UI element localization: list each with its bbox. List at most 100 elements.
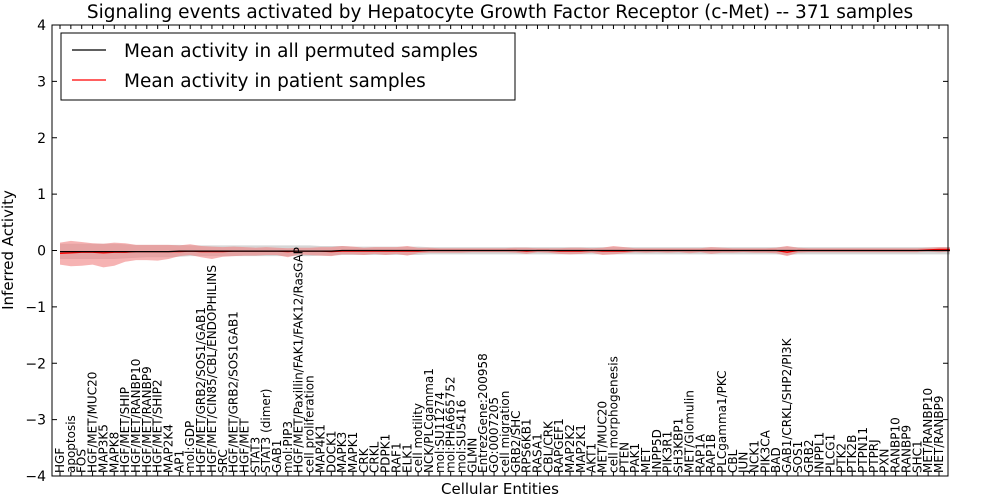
x-tick-label: MET/Glomulin bbox=[682, 390, 696, 473]
x-tick-label: GLMN bbox=[465, 438, 479, 473]
x-tick-label: GRB2 bbox=[802, 439, 816, 473]
x-tick-label: HGF/MET bbox=[238, 418, 252, 473]
x-tick-label: cell morphogenesis bbox=[606, 356, 620, 473]
legend-label-permuted: Mean activity in all permuted samples bbox=[124, 41, 478, 62]
x-tick-label: HGF/MET/SHIP2 bbox=[151, 379, 165, 473]
x-tick-label: SOS1 bbox=[791, 441, 805, 473]
y-tick-label: 4 bbox=[37, 18, 46, 34]
x-tick-label: JUN bbox=[737, 452, 751, 474]
x-tick-label: STAT3 bbox=[248, 437, 262, 473]
x-tick-label: MET/RANBP9 bbox=[932, 396, 946, 473]
x-tick-label: RASA1 bbox=[531, 433, 545, 473]
x-tick-label: SHC1 bbox=[910, 440, 924, 473]
x-tick-label: RAF1 bbox=[389, 442, 403, 473]
x-tick-labels: HGFapoptosisFOSHGF/MET/MUC20MAP3K5MAPK8H… bbox=[53, 25, 946, 476]
x-tick-label: cell proliferation bbox=[303, 375, 317, 473]
x-tick-label: PAK1 bbox=[628, 443, 642, 473]
x-tick-label: FOS bbox=[75, 449, 89, 473]
x-axis-label: Cellular Entities bbox=[441, 480, 559, 498]
x-tick-label: SRC bbox=[216, 449, 230, 473]
x-tick-label: RANBP10 bbox=[889, 417, 903, 473]
x-tick-label: PTEN bbox=[617, 442, 631, 473]
y-tick-label: −4 bbox=[25, 469, 46, 485]
y-axis: −4 −3 −2 −1 0 1 2 3 4 bbox=[25, 18, 948, 485]
x-tick-label: mol:GDP bbox=[183, 421, 197, 473]
plot-area bbox=[59, 240, 950, 268]
x-tick-label: ELK1 bbox=[400, 443, 414, 473]
x-tick-label: EntrezGene:200958 bbox=[476, 353, 490, 473]
band-patient bbox=[60, 240, 950, 268]
x-tick-label: MAP3K5 bbox=[96, 424, 110, 473]
x-tick-label: NCK/PLCgamma1 bbox=[422, 368, 436, 473]
x-tick-label: mol:SU11274 bbox=[433, 392, 447, 473]
x-tick-label: cell motility bbox=[411, 403, 425, 473]
x-tick-label: RAP1A bbox=[693, 433, 707, 473]
x-tick-label: MAPK1 bbox=[346, 432, 360, 473]
x-tick-label: PIK3R1 bbox=[661, 431, 675, 473]
x-tick-label: CRKL bbox=[368, 441, 382, 473]
x-tick-label: INPPL1 bbox=[813, 432, 827, 473]
legend-label-patient: Mean activity in patient samples bbox=[124, 71, 426, 92]
x-tick-label: HGF/MET/Paxillin/FAK1/FAK12/RasGAP bbox=[292, 247, 306, 473]
y-tick-label: −2 bbox=[25, 356, 46, 372]
chart-title: Signaling events activated by Hepatocyte… bbox=[87, 2, 913, 23]
x-tick-label: HGF/MET/MUC20 bbox=[86, 372, 100, 473]
x-tick-label: PTK2 bbox=[834, 443, 848, 473]
x-tick-label: GAB1 bbox=[270, 440, 284, 473]
legend: Mean activity in all permuted samples Me… bbox=[60, 32, 516, 101]
legend-box bbox=[60, 32, 516, 101]
x-tick-label: CBL bbox=[726, 449, 740, 473]
x-tick-label: mol:PHA665752 bbox=[444, 376, 458, 473]
x-tick-label: MAP2K2 bbox=[563, 424, 577, 473]
x-tick-label: GRB2/SHC bbox=[509, 410, 523, 473]
x-tick-label: BAD bbox=[769, 447, 783, 473]
x-tick-label: DOCK1 bbox=[324, 430, 338, 473]
x-tick-label: PTPN11 bbox=[856, 427, 870, 473]
x-tick-label: GAB1/CRKL/SHP2/PI3K bbox=[780, 337, 794, 473]
x-tick-label: MAP4K1 bbox=[313, 424, 327, 473]
x-tick-label: AKT1 bbox=[585, 443, 599, 473]
x-tick-label: MAPK8 bbox=[107, 432, 121, 473]
x-tick-label: PIK3CA bbox=[758, 429, 772, 473]
x-tick-label: MAPK3 bbox=[335, 432, 349, 473]
x-tick-label: PXN bbox=[878, 449, 892, 473]
x-tick-label: PDPK1 bbox=[379, 434, 393, 473]
x-tick-label: GO:0007205 bbox=[487, 397, 501, 473]
x-tick-label: RANBP9 bbox=[899, 425, 913, 473]
x-tick-label: HGF/MET/GRB2/SOS1/GAB1 bbox=[194, 307, 208, 473]
x-tick-label: PLCgamma1/PKC bbox=[715, 370, 729, 473]
y-tick-label: 0 bbox=[37, 244, 46, 260]
x-tick-label: SH3KBP1 bbox=[672, 418, 686, 473]
x-tick-label: MET/MUC20 bbox=[596, 401, 610, 473]
y-tick-label: 1 bbox=[37, 187, 46, 203]
x-tick-label: AP1 bbox=[172, 450, 186, 473]
y-axis-label: Inferred Activity bbox=[0, 190, 17, 310]
x-tick-label: CBL/CRK bbox=[541, 420, 555, 473]
x-tick-label: HGF/MET/SHIP bbox=[118, 387, 132, 473]
series-line-permuted bbox=[60, 249, 950, 253]
x-tick-label: HGF/MET/RANBP10 bbox=[129, 359, 143, 473]
x-tick-label: HGF bbox=[53, 448, 67, 473]
x-tick-label: MET/RANBP10 bbox=[921, 388, 935, 473]
x-tick-label: MAP2K1 bbox=[574, 424, 588, 473]
x-tick-label: apoptosis bbox=[64, 415, 78, 473]
x-tick-label: PLCG1 bbox=[824, 434, 838, 473]
x-tick-label: PTPRJ bbox=[867, 439, 881, 473]
x-tick-label: INPP5D bbox=[650, 429, 664, 473]
x-tick-label: NCK1 bbox=[748, 440, 762, 473]
x-tick-label: STAT3 (dimer) bbox=[259, 389, 273, 473]
x-tick-label: RAP1B bbox=[704, 434, 718, 473]
x-tick-label: HGF/MET/CIN85/CBL/ENDOPHILINS bbox=[205, 265, 219, 473]
x-tick-label: RAPGEF1 bbox=[552, 418, 566, 473]
x-tick-label: RPS6KB1 bbox=[520, 418, 534, 473]
x-tick-label: mol:PIP3 bbox=[281, 421, 295, 473]
y-tick-label: −3 bbox=[25, 413, 46, 429]
x-tick-label: HGF/MET/RANBP9 bbox=[140, 366, 154, 473]
x-tick-label: cell migration bbox=[498, 391, 512, 473]
x-tick-label: MET bbox=[639, 447, 653, 473]
y-tick-label: −1 bbox=[25, 300, 46, 316]
y-tick-label: 2 bbox=[37, 131, 46, 147]
x-tick-label: PTK2B bbox=[845, 435, 859, 473]
y-tick-label: 3 bbox=[37, 74, 46, 90]
